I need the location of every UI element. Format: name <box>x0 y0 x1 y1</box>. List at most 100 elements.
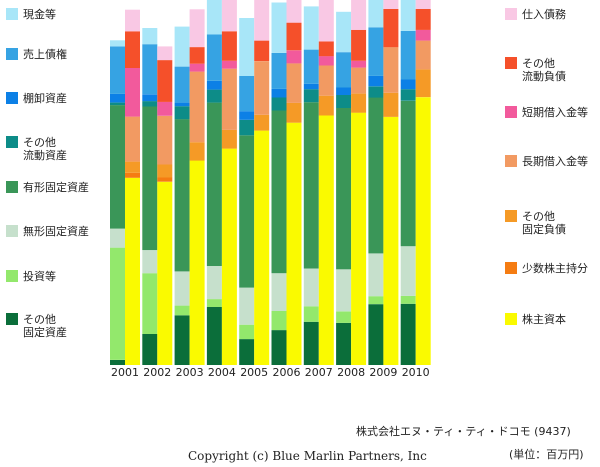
bar-assets-other_current-2003 <box>174 106 190 120</box>
bar-assets-intangible-2010 <box>400 246 416 296</box>
bar-assets-inventories-2005 <box>239 111 255 120</box>
bar-assets-investments-2007 <box>303 306 319 322</box>
bar-assets-receivables-2009 <box>368 27 384 76</box>
bar-assets-investments-2003 <box>174 305 190 316</box>
bar-assets-other_current-2004 <box>206 89 222 103</box>
bar-assets-intangible-2006 <box>271 273 287 311</box>
bar-liab-minority-2001 <box>125 172 140 178</box>
x-tick-label-2008: 2008 <box>337 366 366 379</box>
x-tick-label-2006: 2006 <box>272 366 301 379</box>
bar-assets-receivables-2003 <box>174 66 190 103</box>
bar-assets-cash-2003 <box>174 26 190 67</box>
legend-swatch-other_fixed_liab <box>505 210 517 222</box>
legend-item-long_term_debt: 長期借入金等 <box>505 155 588 168</box>
legend-label-other_current_liab: その他 流動負債 <box>522 57 566 83</box>
legend-label-intangible: 無形固定資産 <box>23 225 89 238</box>
legend-label-short_term_debt: 短期借入金等 <box>522 106 588 119</box>
bar-assets-tangible-2004 <box>206 102 222 266</box>
bar-liab-other_current_liab-2005 <box>254 40 270 62</box>
bar-liab-other_fixed_liab-2003 <box>189 142 205 161</box>
x-tick-label-2007: 2007 <box>304 366 333 379</box>
bar-assets-tangible-2008 <box>336 108 352 270</box>
bar-liab-equity-2008 <box>351 112 367 365</box>
bar-assets-investments-2005 <box>239 324 255 340</box>
bar-assets-receivables-2007 <box>303 49 319 84</box>
bar-assets-tangible-2009 <box>368 97 384 254</box>
bar-liab-short_term_debt-2008 <box>351 60 367 68</box>
bar-liab-short_term_debt-2001 <box>125 68 140 117</box>
legend-label-cash: 現金等 <box>23 8 56 21</box>
bar-liab-other_current_liab-2006 <box>286 22 302 51</box>
bar-assets-cash-2005 <box>239 18 255 76</box>
legend-item-equity: 株主資本 <box>505 313 566 326</box>
bar-liab-long_term_debt-2006 <box>286 63 302 103</box>
bar-liab-long_term_debt-2001 <box>125 116 140 162</box>
legend-item-other_fixed: その他 固定資産 <box>6 313 67 339</box>
bar-assets-inventories-2010 <box>400 79 416 90</box>
legend-swatch-other_current <box>6 136 18 148</box>
bar-assets-investments-2006 <box>271 311 287 331</box>
bar-liab-other_fixed_liab-2001 <box>125 161 140 173</box>
legend-label-minority: 少数株主持分 <box>522 262 588 275</box>
bar-assets-cash-2010 <box>400 0 416 31</box>
bar-assets-investments-2002 <box>142 273 158 334</box>
bar-assets-other_fixed-2004 <box>206 307 222 365</box>
bar-assets-other_current-2001 <box>110 102 125 106</box>
bar-assets-inventories-2004 <box>206 81 222 90</box>
company-name: 株式会社エヌ・ティ・ティ・ドコモ (9437) <box>356 425 571 438</box>
bar-liab-equity-2002 <box>157 181 173 365</box>
bar-assets-inventories-2006 <box>271 88 287 98</box>
bar-liab-other_fixed_liab-2009 <box>383 92 399 117</box>
bar-assets-tangible-2005 <box>239 135 255 288</box>
bar-assets-cash-2009 <box>368 0 384 28</box>
x-tick-label-2002: 2002 <box>143 366 172 379</box>
legend-label-payables: 仕入債務 <box>522 8 566 21</box>
bar-liab-other_current_liab-2004 <box>221 31 237 61</box>
bar-assets-investments-2010 <box>400 295 416 304</box>
legend-swatch-receivables <box>6 48 18 60</box>
bar-assets-other_current-2006 <box>271 97 287 111</box>
bar-assets-receivables-2005 <box>239 75 255 112</box>
bar-liab-payables-2009 <box>383 0 399 9</box>
bar-assets-tangible-2001 <box>110 105 125 229</box>
bar-liab-other_fixed_liab-2004 <box>221 129 237 149</box>
bar-liab-payables-2008 <box>351 0 367 30</box>
bar-assets-other_fixed-2006 <box>271 330 287 365</box>
bar-liab-long_term_debt-2005 <box>254 61 270 115</box>
bar-assets-intangible-2007 <box>303 268 319 307</box>
legend-label-equity: 株主資本 <box>522 313 566 326</box>
bar-liab-short_term_debt-2007 <box>318 56 334 66</box>
bar-assets-tangible-2003 <box>174 119 190 272</box>
bar-liab-equity-2003 <box>189 160 205 365</box>
legend-item-intangible: 無形固定資産 <box>6 225 89 238</box>
legend-swatch-short_term_debt <box>505 106 517 118</box>
bar-assets-inventories-2007 <box>303 83 319 90</box>
x-tick-label-2001: 2001 <box>111 366 139 379</box>
legend-item-investments: 投資等 <box>6 270 56 283</box>
bar-liab-equity-2005 <box>254 130 270 365</box>
bar-liab-other_current_liab-2001 <box>125 31 140 68</box>
bar-liab-long_term_debt-2003 <box>189 71 205 143</box>
bar-liab-other_fixed_liab-2007 <box>318 95 334 116</box>
bar-assets-inventories-2002 <box>142 94 158 102</box>
bar-assets-other_current-2010 <box>400 89 416 101</box>
bar-liab-minority-2002 <box>157 177 173 182</box>
bar-liab-payables-2006 <box>286 0 302 23</box>
legend-label-tangible: 有形固定資産 <box>23 181 89 194</box>
bar-liab-long_term_debt-2007 <box>318 65 334 96</box>
bar-liab-other_current_liab-2003 <box>189 47 205 64</box>
legend-swatch-payables <box>505 8 517 20</box>
bar-liab-long_term_debt-2002 <box>157 115 173 165</box>
bar-assets-other_fixed-2005 <box>239 339 255 365</box>
bar-assets-receivables-2006 <box>271 52 287 89</box>
bar-assets-inventories-2008 <box>336 87 352 95</box>
bar-assets-other_fixed-2003 <box>174 315 190 365</box>
bar-liab-short_term_debt-2002 <box>157 101 173 116</box>
legend-label-other_fixed: その他 固定資産 <box>23 313 67 339</box>
bar-assets-tangible-2006 <box>271 110 287 274</box>
bar-liab-other_fixed_liab-2005 <box>254 114 270 131</box>
bar-liab-short_term_debt-2004 <box>221 60 237 69</box>
bar-liab-payables-2002 <box>157 46 173 61</box>
legend-swatch-long_term_debt <box>505 155 517 167</box>
